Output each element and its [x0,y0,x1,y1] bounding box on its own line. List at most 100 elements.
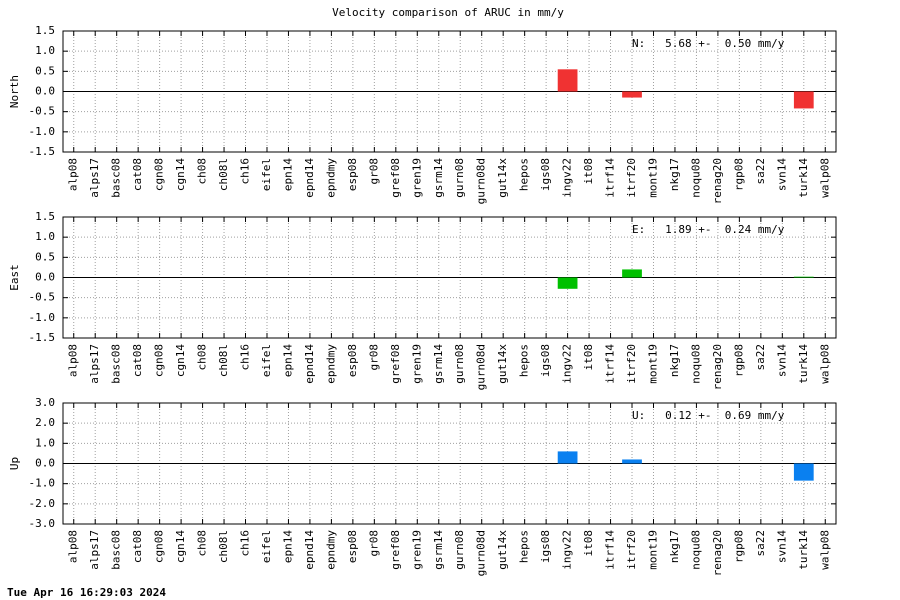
x-tick-label: alp08 [67,158,80,191]
x-tick-label: gsrm14 [432,158,445,198]
plot-frame [62,216,837,339]
x-tick-label: gurn08 [453,158,466,198]
y-tick-label: 3.0 [35,396,55,409]
y-tick-label: -1.0 [29,477,56,490]
x-tick-label: basc08 [110,530,123,570]
y-tick-label: -3.0 [29,517,56,530]
x-tick-label: epn14 [281,344,294,377]
x-tick-label: hepos [518,158,531,191]
x-tick-label: noqu08 [689,158,702,198]
x-tick-label: cgn08 [153,530,166,563]
x-tick-label: ch08l [217,530,230,563]
annotation: U: 0.12 +- 0.69 mm/y [632,409,785,422]
x-tick-label: gurn08d [475,344,488,390]
x-tick-label: ch16 [239,530,252,557]
x-tick-label: mont19 [646,158,659,198]
x-tick-label: turk14 [797,158,810,198]
x-tick-label: epndmy [324,344,337,384]
x-tick-label: gref08 [389,158,402,198]
x-tick-label: epndmy [324,158,337,198]
bar [622,269,642,278]
y-tick-label: -1.5 [29,145,56,158]
x-tick-label: ch08 [196,344,209,371]
x-tick-label: renag20 [711,158,724,204]
x-tick-label: svn14 [775,344,788,377]
x-tick-label: gr08 [367,344,380,371]
x-tick-label: rgp08 [732,344,745,377]
x-tick-label: eifel [260,158,273,191]
x-tick-label: gr08 [367,158,380,185]
bar [793,276,814,278]
x-tick-label: renag20 [711,530,724,576]
y-tick-label: 0.0 [35,457,55,470]
x-tick-label: mont19 [646,530,659,570]
x-tick-label: hepos [518,530,531,563]
y-tick-label: 1.5 [35,24,55,37]
y-tick-label: 0.5 [35,64,55,77]
x-tick-label: igs08 [539,344,552,377]
annotation: N: 5.68 +- 0.50 mm/y [632,37,785,50]
x-tick-label: mont19 [646,344,659,384]
x-tick-label: noqu08 [689,530,702,570]
x-tick-label: gurn08d [475,530,488,576]
x-tick-label: walp08 [818,158,831,198]
y-tick-label: 1.0 [35,44,55,57]
y-tick-label: 1.0 [35,230,55,243]
x-tick-label: gref08 [389,344,402,384]
x-tick-label: cgn14 [174,158,187,191]
x-tick-label: eifel [260,344,273,377]
plot-frame [62,402,837,525]
y-tick-label: 2.0 [35,416,55,429]
x-tick-label: itrf14 [604,158,617,198]
x-tick-label: esp08 [346,158,359,191]
x-tick-label: cgn08 [153,344,166,377]
y-axis-label: East [8,264,21,291]
x-tick-label: epn14 [281,530,294,563]
x-tick-label: sa22 [754,158,767,185]
x-tick-label: igs08 [539,158,552,191]
x-tick-label: epnd14 [303,530,316,570]
x-tick-label: nkg17 [668,530,681,563]
x-tick-label: igs08 [539,530,552,563]
x-tick-label: gurn08d [475,158,488,204]
bar [622,91,642,98]
x-tick-label: gren19 [410,530,423,570]
chart-title: Velocity comparison of ARUC in mm/y [332,6,564,19]
x-tick-label: cgn08 [153,158,166,191]
x-tick-label: itrf20 [625,344,638,384]
bar [557,277,578,289]
x-tick-label: cgn14 [174,344,187,377]
x-tick-label: itrf20 [625,530,638,570]
y-tick-label: 1.5 [35,210,55,223]
timestamp: Tue Apr 16 16:29:03 2024 [7,586,166,599]
x-tick-label: nkg17 [668,344,681,377]
y-tick-label: -1.5 [29,331,56,344]
bar [793,463,814,481]
x-tick-label: eifel [260,530,273,563]
x-tick-label: gurn08 [453,344,466,384]
bar [793,91,814,109]
x-tick-label: rgp08 [732,530,745,563]
x-tick-label: hepos [518,344,531,377]
x-tick-label: walp08 [818,530,831,570]
y-tick-label: -0.5 [29,105,56,118]
x-tick-label: renag20 [711,344,724,390]
x-tick-label: gsrm14 [432,530,445,570]
x-tick-label: ch08 [196,530,209,557]
x-tick-label: rgp08 [732,158,745,191]
x-tick-label: itrf14 [604,344,617,384]
x-tick-label: esp08 [346,344,359,377]
x-tick-label: ch16 [239,158,252,185]
x-tick-label: sa22 [754,530,767,557]
x-tick-label: alps17 [88,158,101,198]
bar [557,69,578,92]
x-tick-label: gref08 [389,530,402,570]
x-tick-label: ingv22 [561,344,574,384]
x-tick-label: basc08 [110,344,123,384]
x-tick-label: epndmy [324,530,337,570]
x-tick-label: cat08 [131,158,144,191]
x-tick-label: it08 [582,530,595,557]
x-tick-label: cgn14 [174,530,187,563]
x-tick-label: itrf14 [604,530,617,570]
